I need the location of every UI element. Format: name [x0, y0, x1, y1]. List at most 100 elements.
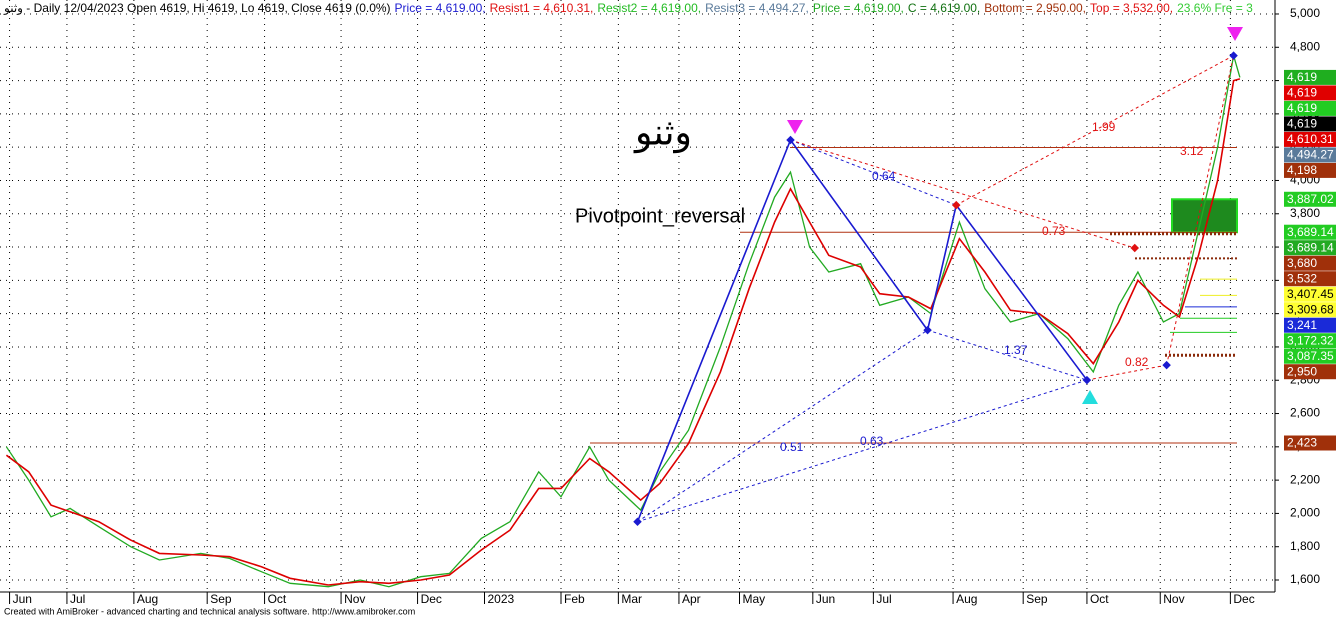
- title-part: Top = 3,532.00,: [1090, 1, 1173, 15]
- y-tick-label: 2,600: [1290, 406, 1320, 420]
- price-tag-label: 3,172.32: [1287, 333, 1334, 347]
- pivot-point: [1162, 360, 1171, 370]
- x-tick-label: Oct: [268, 592, 287, 606]
- y-tick-label: 1,600: [1290, 572, 1320, 586]
- x-tick-label: Dec: [1233, 592, 1254, 606]
- price-tag-label: 3,309.68: [1287, 302, 1334, 316]
- price-tag: [1284, 224, 1336, 240]
- price-tag-label: 4,619: [1287, 117, 1317, 131]
- title-part: Resist3 = 4,494.27,: [705, 1, 809, 15]
- price-line: [5, 55, 1241, 588]
- title-part: Resist1 = 4,610.31,: [490, 1, 594, 15]
- buy-arrow: [1082, 390, 1098, 404]
- price-tag-label: 3,680: [1287, 256, 1317, 270]
- price-tag-label: 3,689.14: [1287, 225, 1334, 239]
- x-tick-label: Sep: [210, 592, 232, 606]
- y-tick-label: 5,000: [1290, 6, 1320, 20]
- ratio-label: 3.12: [1180, 144, 1204, 158]
- price-tag: [1284, 69, 1336, 85]
- price-tag: [1284, 255, 1336, 271]
- x-tick-label: Jun: [13, 592, 32, 606]
- price-tag: [1284, 286, 1336, 302]
- x-tick-label: Feb: [564, 592, 585, 606]
- x-tick-label: Nov: [344, 592, 365, 606]
- pivot-link: [1086, 364, 1167, 381]
- x-tick-label: 2023: [488, 592, 515, 606]
- ratio-label: 0.73: [1042, 224, 1066, 238]
- x-tick-label: Dec: [421, 592, 442, 606]
- pivot-link: [1166, 55, 1235, 366]
- pivot-link: [790, 139, 1135, 249]
- y-tick-label: 2,200: [1290, 472, 1320, 486]
- price-tags: 4,6194,6194,6194,6194,610.314,494.274,19…: [1284, 69, 1336, 451]
- price-tag-label: 4,198: [1287, 163, 1317, 177]
- sell-arrow: [1227, 27, 1243, 41]
- price-tag: [1284, 348, 1336, 364]
- x-tick-label: Jul: [876, 592, 891, 606]
- price-tag-label: 3,241: [1287, 318, 1317, 332]
- ratio-label: 0.64: [872, 169, 896, 183]
- x-tick-label: Aug: [956, 592, 977, 606]
- price-tag-label: 3,407.45: [1287, 287, 1334, 301]
- ratio-label: 0.82: [1125, 355, 1149, 369]
- x-tick-label: Sep: [1026, 592, 1048, 606]
- price-tag-label: 2,423: [1287, 436, 1317, 450]
- price-tag-label: 3,532: [1287, 271, 1317, 285]
- price-tag-label: 3,689.14: [1287, 240, 1334, 254]
- pivot-link: [955, 204, 1088, 381]
- x-tick-label: Nov: [1163, 592, 1184, 606]
- price-tag: [1284, 162, 1336, 178]
- title-part: Price = 4,619.00,: [395, 1, 486, 15]
- chart-title: وثنو - Daily 12/04/2023 Open 4619, Hi 46…: [3, 1, 1253, 15]
- title-part: وثنو - Daily 12/04/2023 Open 4619, Hi 46…: [3, 1, 391, 15]
- x-tick-label: May: [743, 592, 766, 606]
- price-tag: [1284, 147, 1336, 163]
- title-part: C = 4,619.00,: [908, 1, 980, 15]
- indicator-annotation: Pivotpoint_reversal: [575, 205, 745, 227]
- price-tag: [1284, 435, 1336, 451]
- price-tag: [1284, 131, 1336, 147]
- x-tick-label: Oct: [1090, 592, 1109, 606]
- y-tick-label: 1,800: [1290, 539, 1320, 553]
- price-tag: [1284, 302, 1336, 318]
- y-tick-label: 2,000: [1290, 506, 1320, 520]
- pivot-point: [923, 325, 932, 335]
- y-tick-label: 4,800: [1290, 39, 1320, 53]
- pivot-link: [956, 55, 1234, 206]
- pivot-link: [637, 329, 928, 523]
- x-tick-label: Jul: [70, 592, 85, 606]
- x-tick-label: Mar: [621, 592, 642, 606]
- plot: 1.99 3.12 0.64 0.73 1.37 0.82 0.51 0.63: [5, 51, 1241, 588]
- price-tag: [1284, 116, 1336, 132]
- y-tick-label: 3,800: [1290, 206, 1320, 220]
- x-tick-label: Jun: [816, 592, 835, 606]
- price-tag: [1284, 191, 1336, 207]
- price-tag: [1284, 317, 1336, 333]
- pivot-link: [789, 139, 929, 331]
- title-part: Price = 4,619.00,: [813, 1, 904, 15]
- footer: Created with AmiBroker - advanced charti…: [4, 606, 415, 616]
- price-tag: [1284, 364, 1336, 380]
- x-tick-label: Aug: [137, 592, 158, 606]
- price-tag-label: 2,950: [1287, 364, 1317, 378]
- title-part: Bottom = 2,950.00,: [984, 1, 1086, 15]
- pivot-link: [926, 204, 958, 331]
- symbol-annotation: وثنو: [633, 112, 692, 154]
- ratio-label: 1.99: [1092, 120, 1116, 134]
- price-tag-label: 3,087.35: [1287, 349, 1334, 363]
- price-tag: [1284, 271, 1336, 287]
- price-tag: [1284, 85, 1336, 101]
- levels: [590, 147, 1238, 444]
- price-tag-label: 4,619: [1287, 86, 1317, 100]
- pivot-point: [1082, 375, 1092, 385]
- title-part: 23.6% Fre = 3: [1177, 1, 1253, 15]
- pivot-link: [636, 139, 792, 523]
- ratio-label: 0.63: [860, 434, 884, 448]
- title-part: Resist2 = 4,619.00,: [597, 1, 701, 15]
- price-tag: [1284, 333, 1336, 349]
- price-tag-label: 4,619: [1287, 101, 1317, 115]
- pivot-link: [927, 329, 1088, 381]
- price-tag: [1284, 100, 1336, 116]
